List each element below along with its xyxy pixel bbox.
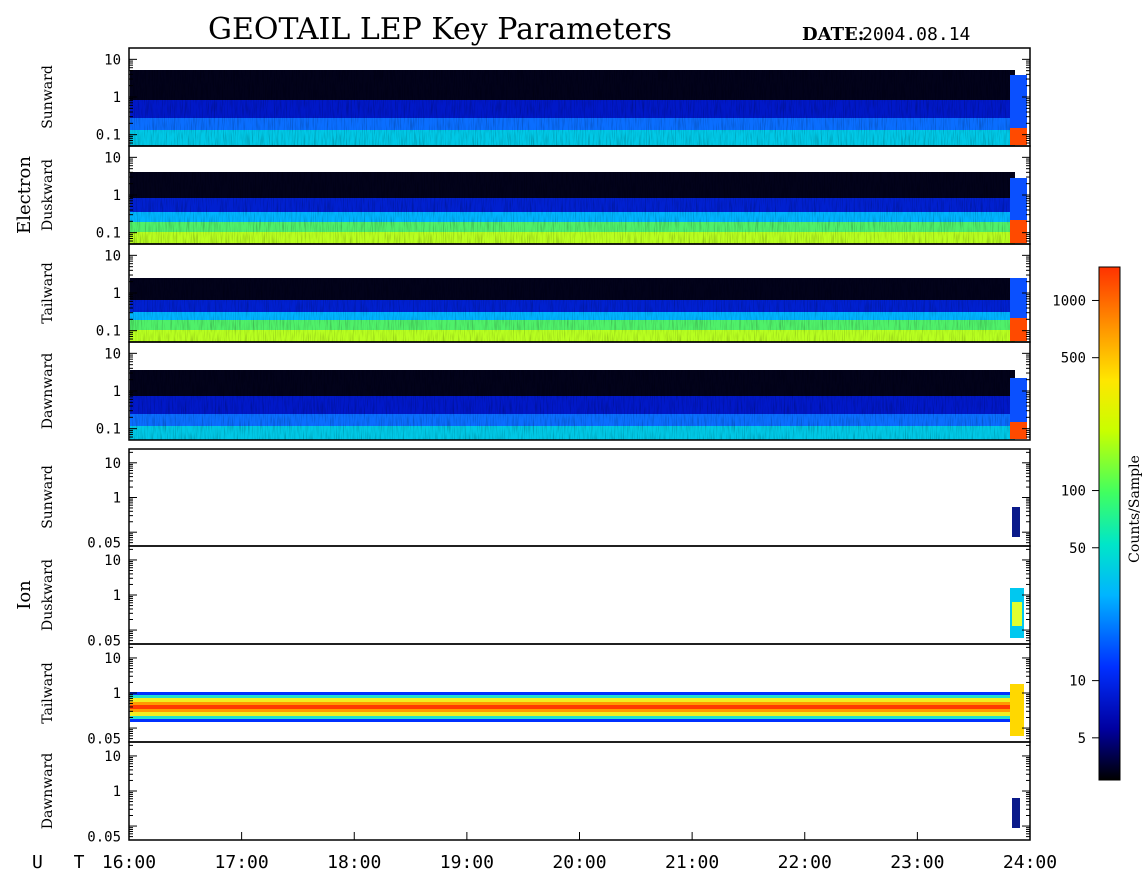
ion-tailward-ytick-label: 0.05	[87, 732, 121, 748]
x-axis-tick-label: 19:00	[440, 852, 494, 873]
electron-tailward-ytick-label: 1	[113, 286, 121, 302]
x-axis-tick-labels: 16:00 17:00 18:00 19:00 20:00 21:00 22:00 23:00…	[102, 832, 1057, 873]
ion-sunward-ytick-label: 0.05	[87, 536, 121, 552]
electron-tailward-panel	[129, 244, 1030, 342]
colorbar-tick-label: 50	[1069, 541, 1086, 557]
ion-sunward-ytick-label: 1	[113, 491, 121, 507]
x-axis-tick-label: 20:00	[552, 852, 606, 873]
electron-tailward-ytick-label: 10	[104, 248, 121, 264]
date-label: DATE:	[802, 24, 864, 45]
electron-sunward-ytick-label: 10	[104, 52, 121, 68]
ion-duskward-label: Duskward	[40, 559, 56, 631]
electron-sunward-ytick-label: 0.1	[96, 128, 121, 144]
colorbar-tick-label: 10	[1069, 674, 1086, 690]
electron-sunward-panel	[129, 48, 1030, 146]
ion-sunward-panel	[129, 449, 1030, 546]
ion-duskward-edge-warm	[1012, 602, 1022, 626]
electron-tailward-ytick-label: 0.1	[96, 324, 121, 340]
x-axis-tick-label: 17:00	[215, 852, 269, 873]
electron-dawnward-panel	[129, 342, 1030, 440]
ion-duskward-ytick-label: 0.05	[87, 634, 121, 650]
electron-group	[129, 48, 1030, 440]
electron-duskward-label: Duskward	[40, 159, 56, 231]
electron-duskward-ytick-label: 10	[104, 150, 121, 166]
date-value: 2004.08.14	[862, 24, 970, 45]
ion-sunward-label: Sunward	[40, 465, 56, 529]
colorbar-tick-label: 100	[1061, 484, 1086, 500]
electron-dawnward-ytick-label: 0.1	[96, 422, 121, 438]
electron-duskward-ytick-label: 1	[113, 188, 121, 204]
colorbar-ticks: 5 10 50 100 500 1000	[1052, 293, 1099, 747]
ion-dawnward-label: Dawnward	[40, 753, 56, 830]
x-axis-tick-label: 21:00	[665, 852, 719, 873]
ion-duskward-panel	[129, 546, 1030, 644]
electron-tailward-edge-cool	[1010, 278, 1027, 318]
ion-dawnward-panel	[129, 742, 1030, 840]
electron-dawnward-ytick-label: 1	[113, 384, 121, 400]
electron-dawnward-ytick-label: 10	[104, 346, 121, 362]
electron-group-label: Electron	[14, 156, 35, 234]
electron-sunward-edge-hot	[1010, 128, 1027, 145]
x-axis-tick-label: 22:00	[778, 852, 832, 873]
ion-tailward-band-red	[130, 705, 1013, 709]
ion-tailward-label: Tailward	[40, 662, 56, 724]
ion-group	[129, 449, 1030, 840]
ion-tailward-panel	[129, 644, 1030, 742]
electron-tailward-label: Tailward	[40, 262, 56, 324]
ion-dawnward-ytick-label: 1	[113, 784, 121, 800]
electron-tailward-edge-hot	[1010, 318, 1027, 341]
electron-duskward-ytick-label: 0.1	[96, 226, 121, 242]
colorbar-tick-label: 5	[1078, 731, 1086, 747]
chart-title: GEOTAIL LEP Key Parameters	[208, 12, 672, 47]
colorbar-label: Counts/Sample	[1127, 455, 1142, 563]
ion-sunward-ytick-label: 10	[104, 456, 121, 472]
electron-duskward-edge-cool	[1010, 178, 1027, 220]
colorbar-gradient	[1098, 266, 1121, 781]
ion-sunward-edge	[1012, 507, 1020, 537]
ion-dawnward-edge	[1012, 798, 1020, 828]
ion-group-label: Ion	[14, 580, 35, 610]
ion-tailward-edge	[1010, 684, 1024, 736]
ion-tailward-ytick-label: 10	[104, 651, 121, 667]
ion-dawnward-ytick-label: 0.05	[87, 830, 121, 846]
x-axis-tick-label: 16:00	[102, 852, 156, 873]
electron-duskward-panel	[129, 146, 1030, 244]
electron-dawnward-edge-hot	[1010, 422, 1027, 439]
electron-sunward-edge-cool	[1010, 75, 1027, 128]
electron-sunward-label: Sunward	[40, 65, 56, 129]
x-axis-tick-label: 24:00	[1003, 852, 1057, 873]
electron-sunward-ytick-label: 1	[113, 90, 121, 106]
x-axis-tick-label: 18:00	[327, 852, 381, 873]
ion-tailward-ytick-label: 1	[113, 686, 121, 702]
electron-duskward-edge-hot	[1010, 220, 1027, 243]
colorbar: 5 10 50 100 500 1000 Counts/Sample	[1052, 266, 1142, 781]
ion-duskward-ytick-label: 10	[104, 553, 121, 569]
electron-dawnward-label: Dawnward	[40, 353, 56, 430]
x-axis-label: U T	[32, 852, 95, 873]
ion-dawnward-ytick-label: 10	[104, 749, 121, 765]
colorbar-tick-label: 1000	[1052, 293, 1086, 309]
y-axis-ticks: 0.11100.11100.11100.11100.051100.051100.…	[87, 47, 1030, 846]
electron-dawnward-edge-cool	[1010, 378, 1027, 422]
ion-duskward-ytick-label: 1	[113, 588, 121, 604]
x-axis-tick-label: 23:00	[890, 852, 944, 873]
colorbar-tick-label: 500	[1061, 351, 1086, 367]
